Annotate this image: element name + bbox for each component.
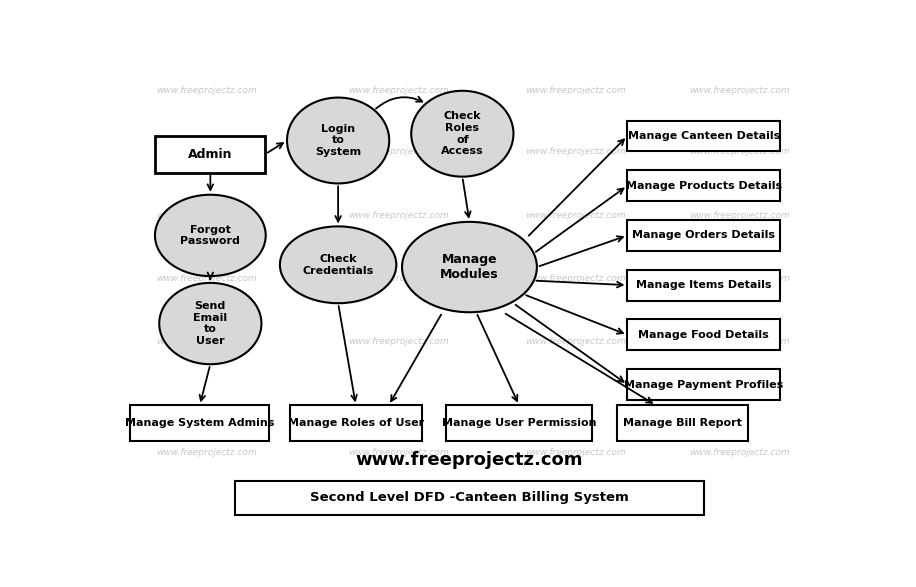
Text: www.freeprojectz.com: www.freeprojectz.com [348,211,449,220]
Text: www.freeprojectz.com: www.freeprojectz.com [348,86,449,95]
Text: Manage Canteen Details: Manage Canteen Details [627,131,780,141]
Text: www.freeprojectz.com: www.freeprojectz.com [689,337,790,346]
Text: www.freeprojectz.com: www.freeprojectz.com [689,86,790,95]
Text: www.freeprojectz.com: www.freeprojectz.com [157,274,257,283]
Text: Manage System Admins: Manage System Admins [125,418,275,428]
Ellipse shape [411,91,514,177]
Text: Forgot
Password: Forgot Password [180,225,240,246]
Text: www.freeprojectz.com: www.freeprojectz.com [689,147,790,156]
Text: Manage Food Details: Manage Food Details [638,330,769,340]
Ellipse shape [402,222,537,312]
Text: www.freeprojectz.com: www.freeprojectz.com [526,274,627,283]
Bar [130,406,269,441]
Text: www.freeprojectz.com: www.freeprojectz.com [157,211,257,220]
Text: Manage Orders Details: Manage Orders Details [632,231,775,241]
Text: Check
Roles
of
Access: Check Roles of Access [441,112,484,156]
Bar [616,406,748,441]
Text: Manage User Permission: Manage User Permission [442,418,596,428]
Bar [446,406,592,441]
Bar [627,319,780,350]
Text: Manage Payment Profiles: Manage Payment Profiles [624,380,783,390]
Text: www.freeprojectz.com: www.freeprojectz.com [157,147,257,156]
Bar [156,136,266,173]
Text: www.freeprojectz.com: www.freeprojectz.com [157,337,257,346]
Text: www.freeprojectz.com: www.freeprojectz.com [689,448,790,457]
Text: www.freeprojectz.com: www.freeprojectz.com [526,147,627,156]
Text: www.freeprojectz.com: www.freeprojectz.com [348,337,449,346]
Text: Manage Bill Report: Manage Bill Report [623,418,742,428]
Text: Admin: Admin [188,147,233,161]
Bar [627,369,780,400]
Ellipse shape [287,97,389,183]
Text: www.freeprojectz.com: www.freeprojectz.com [689,274,790,283]
Bar [627,120,780,151]
Text: Manage Products Details: Manage Products Details [626,181,781,191]
Text: www.freeprojectz.com: www.freeprojectz.com [157,448,257,457]
Text: Send
Email
to
User: Send Email to User [193,301,227,346]
Text: Manage
Modules: Manage Modules [440,253,499,281]
Text: Login
to
System: Login to System [315,124,361,157]
Text: www.freeprojectz.com: www.freeprojectz.com [526,448,627,457]
Text: Manage Roles of User: Manage Roles of User [288,418,424,428]
Text: www.freeprojectz.com: www.freeprojectz.com [526,211,627,220]
Bar [627,220,780,251]
Bar [235,481,703,515]
Bar [627,270,780,301]
Text: www.freeprojectz.com: www.freeprojectz.com [348,274,449,283]
Text: www.freeprojectz.com: www.freeprojectz.com [348,147,449,156]
Text: Check
Credentials: Check Credentials [302,254,374,275]
Ellipse shape [155,195,266,276]
Text: www.freeprojectz.com: www.freeprojectz.com [355,451,583,469]
Bar [290,406,421,441]
Text: www.freeprojectz.com: www.freeprojectz.com [526,337,627,346]
Text: www.freeprojectz.com: www.freeprojectz.com [348,448,449,457]
Text: www.freeprojectz.com: www.freeprojectz.com [157,86,257,95]
Text: www.freeprojectz.com: www.freeprojectz.com [689,211,790,220]
Bar [627,170,780,201]
Text: www.freeprojectz.com: www.freeprojectz.com [526,86,627,95]
Ellipse shape [280,227,397,303]
Ellipse shape [159,283,261,364]
Text: Manage Items Details: Manage Items Details [636,280,771,290]
Text: Second Level DFD -Canteen Billing System: Second Level DFD -Canteen Billing System [311,491,628,504]
